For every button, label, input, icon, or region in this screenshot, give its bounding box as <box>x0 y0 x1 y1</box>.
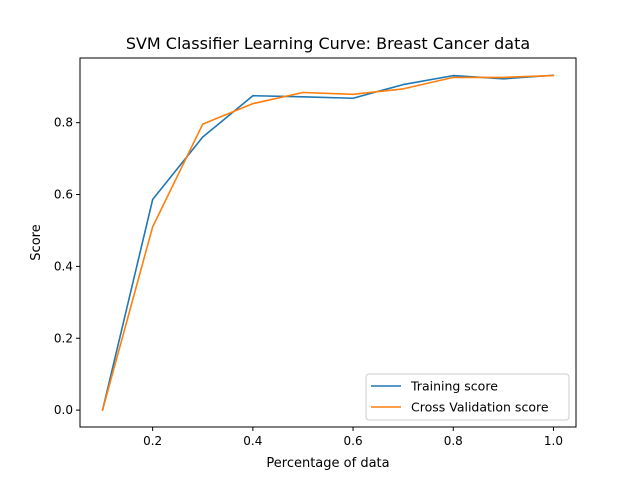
x-tick-label: 0.4 <box>243 434 262 448</box>
axes-frame <box>79 57 577 428</box>
x-axis-ticks: 0.2 0.4 0.6 0.8 1.0 <box>143 427 563 448</box>
y-tick-label: 0.2 <box>54 331 73 345</box>
y-axis-label: Score <box>29 224 44 260</box>
legend-label-cross-validation: Cross Validation score <box>411 400 549 415</box>
legend-box <box>365 373 570 421</box>
x-tick-label: 0.6 <box>344 434 363 448</box>
x-tick-label: 0.8 <box>444 434 463 448</box>
plot-area: 0.2 0.4 0.6 0.8 1.0 0.0 0.2 0.4 0.6 0.8 <box>54 57 577 448</box>
series-layer <box>101 74 555 411</box>
y-tick-label: 0.4 <box>54 259 73 273</box>
chart-title: SVM Classifier Learning Curve: Breast Ca… <box>126 34 530 53</box>
x-tick-label: 0.2 <box>143 434 162 448</box>
series-line-cross-validation <box>101 74 555 411</box>
y-axis-ticks: 0.0 0.2 0.4 0.6 0.8 <box>54 116 80 417</box>
legend: Training score Cross Validation score <box>365 373 570 421</box>
y-tick-label: 0.0 <box>54 403 73 417</box>
y-tick-label: 0.8 <box>54 116 73 130</box>
x-axis-label: Percentage of data <box>266 456 389 471</box>
y-tick-label: 0.6 <box>54 188 73 202</box>
legend-label-training: Training score <box>410 379 498 394</box>
x-tick-label: 1.0 <box>544 434 563 448</box>
